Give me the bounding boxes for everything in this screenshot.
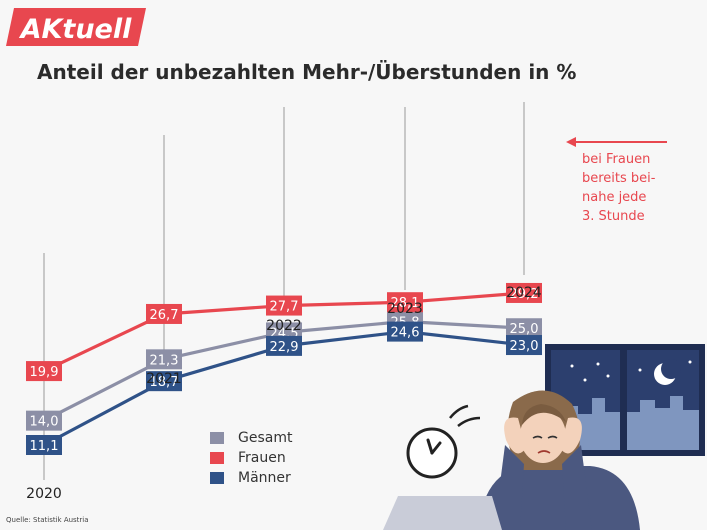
legend-swatch-frauen xyxy=(210,452,224,464)
data-label-frauen-2021: 26,7 xyxy=(146,303,182,324)
x-tick-2021: 2021 xyxy=(146,371,182,387)
x-tick-2023: 2023 xyxy=(387,301,423,317)
laptop-icon xyxy=(383,496,502,530)
data-label-männer-2024: 23,0 xyxy=(506,335,542,356)
svg-text:19,9: 19,9 xyxy=(30,365,59,380)
legend-item-frauen: Frauen xyxy=(210,448,292,468)
legend-swatch-gesamt xyxy=(210,432,224,444)
legend-label-maenner: Männer xyxy=(238,470,291,486)
legend-swatch-maenner xyxy=(210,472,224,484)
svg-text:22,9: 22,9 xyxy=(270,340,299,355)
data-label-frauen-2022: 27,7 xyxy=(266,295,302,316)
data-label-frauen-2023: 28,1 xyxy=(387,292,423,313)
svg-text:28,1: 28,1 xyxy=(391,296,420,311)
data-label-männer-2023: 24,6 xyxy=(387,321,423,342)
aktuell-logo: AKtuell xyxy=(6,8,146,46)
data-label-gesamt-2021: 21,3 xyxy=(146,349,182,370)
logo-text: AKtuell xyxy=(19,14,133,45)
svg-text:23,0: 23,0 xyxy=(510,339,539,354)
data-label-frauen-2024: 29,2 xyxy=(506,282,542,303)
svg-text:21,3: 21,3 xyxy=(150,353,179,368)
data-label-frauen-2020: 19,9 xyxy=(26,361,62,382)
svg-text:18,7: 18,7 xyxy=(150,375,179,390)
data-label-gesamt-2020: 14,0 xyxy=(26,410,62,431)
annotation-text: bei Frauen bereits bei- nahe jede 3. Stu… xyxy=(582,152,656,224)
data-label-männer-2022: 22,9 xyxy=(266,335,302,356)
x-tick-2022: 2022 xyxy=(266,318,302,334)
svg-text:29,2: 29,2 xyxy=(510,287,539,302)
data-label-gesamt-2024: 25,0 xyxy=(506,318,542,339)
svg-text:25,0: 25,0 xyxy=(510,322,539,337)
legend-label-gesamt: Gesamt xyxy=(238,430,293,446)
legend-label-frauen: Frauen xyxy=(238,450,286,466)
data-label-männer-2021: 18,7 xyxy=(146,371,182,392)
svg-text:11,1: 11,1 xyxy=(30,439,59,454)
skyline-right xyxy=(627,396,699,450)
x-tick-2024: 2024 xyxy=(506,285,542,301)
svg-text:24,6: 24,6 xyxy=(391,326,420,341)
woman-figure xyxy=(478,390,640,530)
x-tick-2020: 2020 xyxy=(26,486,62,502)
svg-text:27,7: 27,7 xyxy=(270,300,299,315)
legend-item-gesamt: Gesamt xyxy=(210,428,292,448)
stars-icon xyxy=(570,360,692,382)
source-note: Quelle: Statistik Austria xyxy=(6,516,89,524)
svg-text:14,0: 14,0 xyxy=(30,415,59,430)
annotation-arrow xyxy=(566,137,667,147)
chart-title: Anteil der unbezahlten Mehr-/Überstunden… xyxy=(37,60,577,84)
legend-item-maenner: Männer xyxy=(210,468,292,488)
clock-icon xyxy=(406,404,481,479)
data-label-männer-2020: 11,1 xyxy=(26,435,62,455)
legend: Gesamt Frauen Männer xyxy=(210,428,292,488)
svg-text:26,7: 26,7 xyxy=(150,308,179,323)
